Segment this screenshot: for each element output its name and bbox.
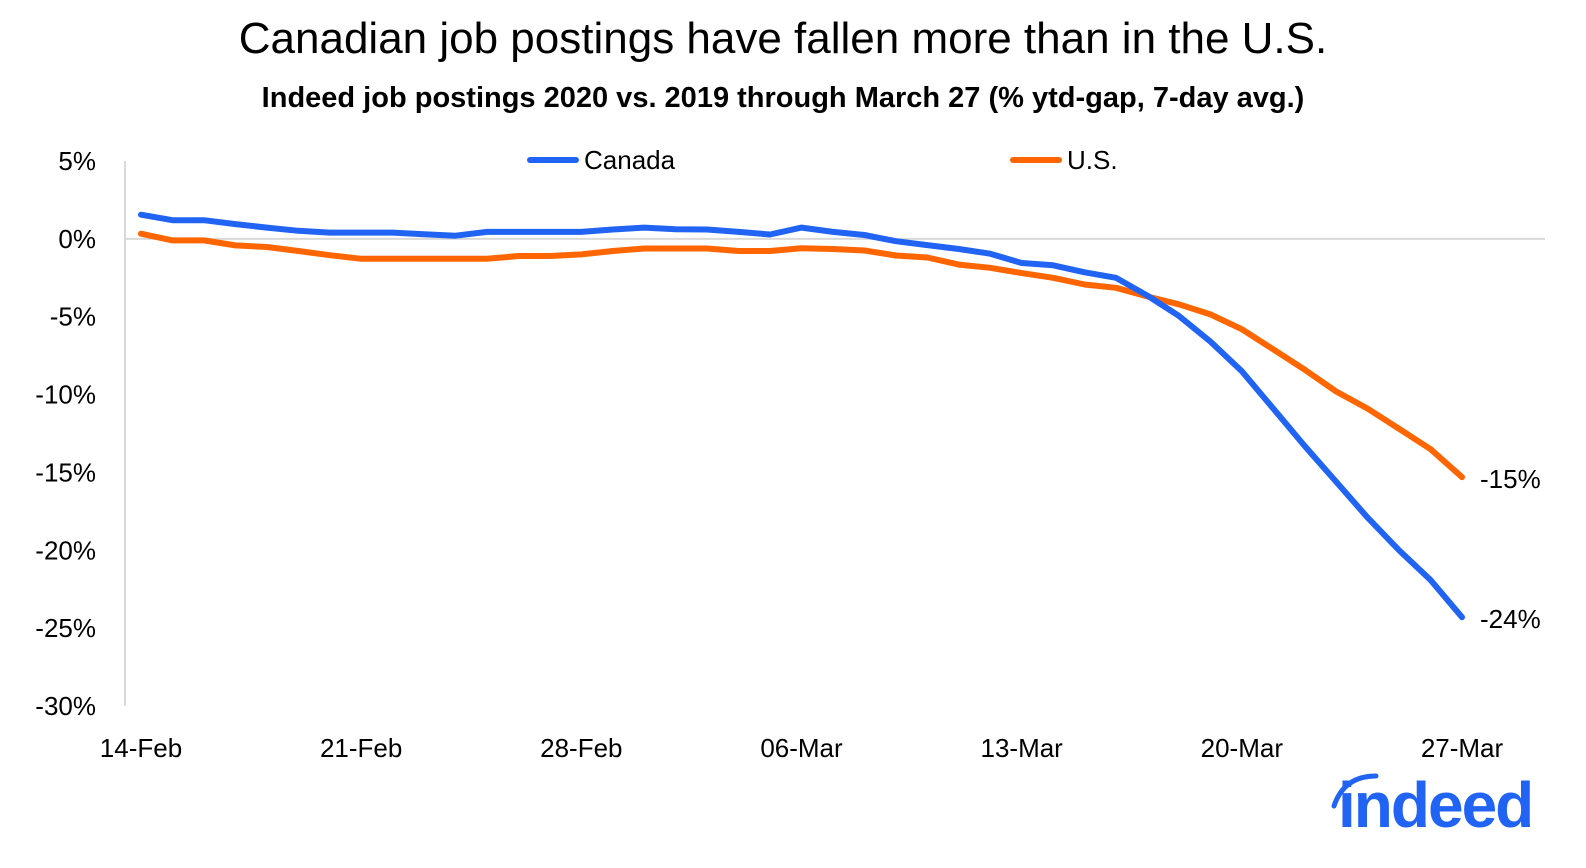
y-tick-label: 0% [58, 224, 96, 254]
chart-title: Canadian job postings have fallen more t… [238, 14, 1328, 63]
x-tick-label: 13-Mar [980, 733, 1063, 763]
series-line-canada [138, 211, 1465, 621]
logo-text: indeed [1338, 769, 1534, 841]
y-tick-label: -10% [35, 380, 96, 410]
y-tick-label: -15% [35, 457, 96, 487]
series-line-us [138, 230, 1465, 481]
y-tick-label: -30% [35, 691, 96, 721]
y-tick-label: -5% [50, 302, 96, 332]
end-value-label: -24% [1480, 604, 1541, 634]
x-tick-label: 20-Mar [1201, 733, 1284, 763]
legend-label: U.S. [1067, 145, 1118, 175]
chart-subtitle: Indeed job postings 2020 vs. 2019 throug… [261, 82, 1305, 114]
x-tick-label: 28-Feb [540, 733, 622, 763]
end-value-label: -15% [1480, 464, 1541, 494]
x-tick-label: 14-Feb [100, 733, 182, 763]
x-tick-label: 27-Mar [1421, 733, 1504, 763]
x-tick-label: 06-Mar [760, 733, 843, 763]
legend-label: Canada [584, 145, 676, 175]
y-tick-label: 5% [58, 146, 96, 176]
indeed-logo: indeed [1331, 768, 1534, 842]
logo-arc-icon [1331, 773, 1379, 809]
x-tick-label: 21-Feb [320, 733, 402, 763]
y-tick-label: -20% [35, 535, 96, 565]
y-tick-label: -25% [35, 613, 96, 643]
